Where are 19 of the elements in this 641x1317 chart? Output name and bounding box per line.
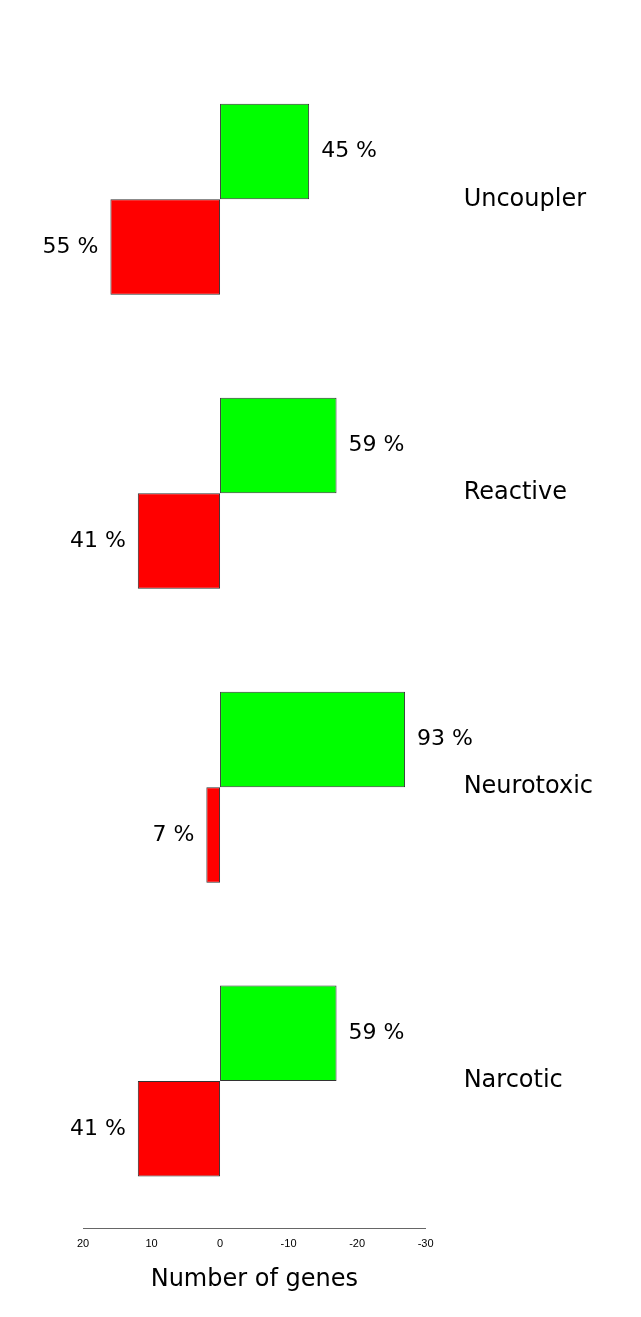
x-axis-title: Number of genes xyxy=(150,1263,358,1292)
annotation: 41 % xyxy=(69,526,126,552)
annotation: 59 % xyxy=(348,1019,405,1045)
x-tick-label: -20 xyxy=(349,1236,366,1249)
annotation: 45 % xyxy=(321,137,378,163)
annotation: 55 % xyxy=(42,232,99,258)
annotation: 93 % xyxy=(417,725,473,751)
x-tick-label: 10 xyxy=(145,1236,158,1249)
annotation: 7 % xyxy=(152,820,195,846)
x-tick-label: 0 xyxy=(216,1236,224,1249)
annotation: 59 % xyxy=(348,431,405,457)
annotation: 41 % xyxy=(69,1114,126,1140)
y-tick-label: Reactive xyxy=(463,477,567,506)
y-tick-label: Uncoupler xyxy=(463,183,587,212)
x-tick-label: -10 xyxy=(280,1236,297,1249)
x-tick-label: 20 xyxy=(76,1236,90,1249)
x-tick-label: -30 xyxy=(417,1236,434,1249)
y-tick-label: Narcotic xyxy=(463,1065,563,1094)
y-tick-label: Neurotoxic xyxy=(463,771,593,800)
